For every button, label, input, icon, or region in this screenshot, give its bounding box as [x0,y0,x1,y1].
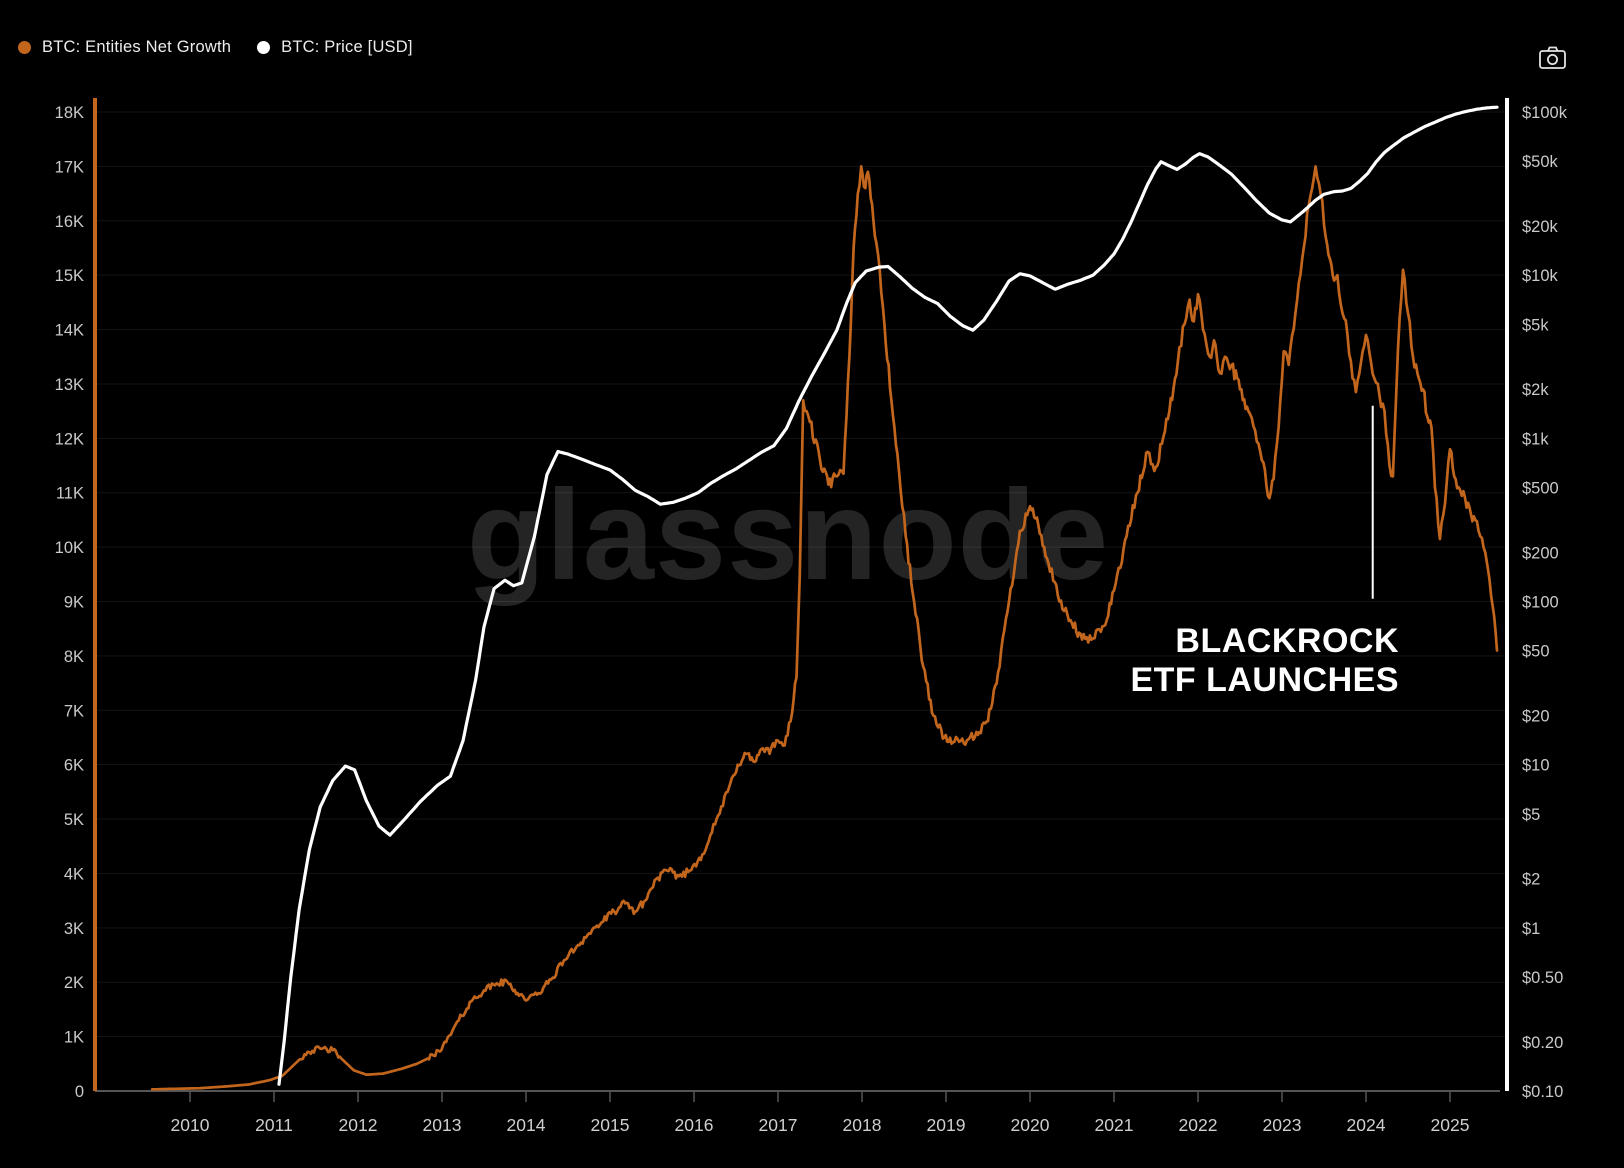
right-axis-tick-label: $200 [1522,544,1559,562]
left-axis-line [93,98,97,1091]
right-axis-tick-label: $0.20 [1522,1034,1563,1052]
left-axis-tick-label: 0 [75,1083,84,1101]
left-axis-tick-label: 18K [55,104,84,122]
left-axis-tick-label: 10K [55,539,84,557]
x-axis-year-label: 2017 [759,1115,798,1135]
annotation-line1: BLACKROCK [1175,622,1399,660]
x-axis-year-label: 2023 [1263,1115,1302,1135]
right-axis-tick-label: $50 [1522,643,1550,661]
right-axis-tick-label: $10k [1522,267,1559,285]
price-series-dot-icon [257,41,271,54]
legend-item-label: BTC: Entities Net Growth [42,38,232,56]
x-axis-year-label: 2025 [1431,1115,1470,1135]
glassnode-watermark: glassnode [466,464,1110,607]
left-axis-tick-label: 17K [55,158,84,176]
left-axis-tick-label: 15K [55,267,84,285]
right-axis-tick-label: $100k [1522,104,1568,122]
blackrock-etf-annotation: BLACKROCK ETF LAUNCHES [999,622,1399,700]
left-axis-tick-label: 6K [64,757,84,775]
legend-item-price[interactable]: BTC: Price [USD] [257,38,413,57]
left-axis-tick-label: 4K [64,865,84,883]
left-axis-tick-label: 9K [64,594,84,612]
annotation-line2: ETF LAUNCHES [1130,661,1399,699]
right-axis-tick-label: $0.10 [1522,1083,1563,1101]
legend: BTC: Entities Net Growth BTC: Price [USD… [18,38,413,57]
x-axis-year-label: 2011 [255,1115,293,1135]
x-axis-year-label: 2014 [507,1115,546,1135]
right-axis-line [1505,98,1509,1091]
x-axis-year-label: 2018 [843,1115,882,1135]
left-axis-tick-label: 13K [55,376,84,394]
right-axis-tick-label: $500 [1522,479,1559,497]
x-axis-year-label: 2019 [927,1115,966,1135]
x-axis-year-label: 2024 [1347,1115,1386,1135]
right-axis-tick-label: $5 [1522,806,1540,824]
left-axis-tick-label: 11K [56,485,84,503]
left-axis-tick-label: 14K [55,322,84,340]
left-axis-tick-label: 7K [64,702,84,720]
right-axis-tick-label: $20 [1522,708,1550,726]
left-axis-tick-label: 16K [55,213,84,231]
camera-icon[interactable] [1538,44,1568,72]
x-axis-year-label: 2012 [339,1115,378,1135]
x-axis-year-label: 2015 [591,1115,630,1135]
x-axis-year-label: 2021 [1095,1115,1134,1135]
left-axis-tick-label: 8K [64,648,84,666]
left-axis-tick-label: 1K [64,1029,84,1047]
left-axis-tick-label: 5K [64,811,84,829]
right-axis-tick-label: $1k [1522,430,1549,448]
btc-price-line[interactable] [277,105,1499,1086]
right-axis-tick-label: $10 [1522,757,1550,775]
left-axis-tick-label: 2K [64,974,84,992]
legend-item-entities-net-growth[interactable]: BTC: Entities Net Growth [18,38,231,57]
right-axis-tick-label: $2 [1522,871,1540,889]
right-axis-tick-label: $50k [1522,153,1559,171]
left-axis-tick-label: 3K [64,920,84,938]
x-axis-year-label: 2013 [423,1115,462,1135]
right-axis-tick-label: $2k [1522,381,1549,399]
right-axis-tick-label: $5k [1522,316,1549,334]
legend-item-label: BTC: Price [USD] [281,38,413,56]
x-axis-year-label: 2022 [1179,1115,1218,1135]
x-axis-year-label: 2016 [675,1115,714,1135]
left-axis-tick-label: 12K [55,430,84,448]
right-axis-tick-label: $100 [1522,594,1559,612]
right-axis-tick-label: $0.50 [1522,969,1563,987]
right-axis-tick-label: $20k [1522,218,1559,236]
right-axis-tick-label: $1 [1522,920,1540,938]
x-axis-year-label: 2020 [1011,1115,1050,1135]
x-axis-year-label: 2010 [171,1115,210,1135]
entities-net-growth-line[interactable] [150,165,1499,1091]
entities-series-dot-icon [18,41,31,54]
